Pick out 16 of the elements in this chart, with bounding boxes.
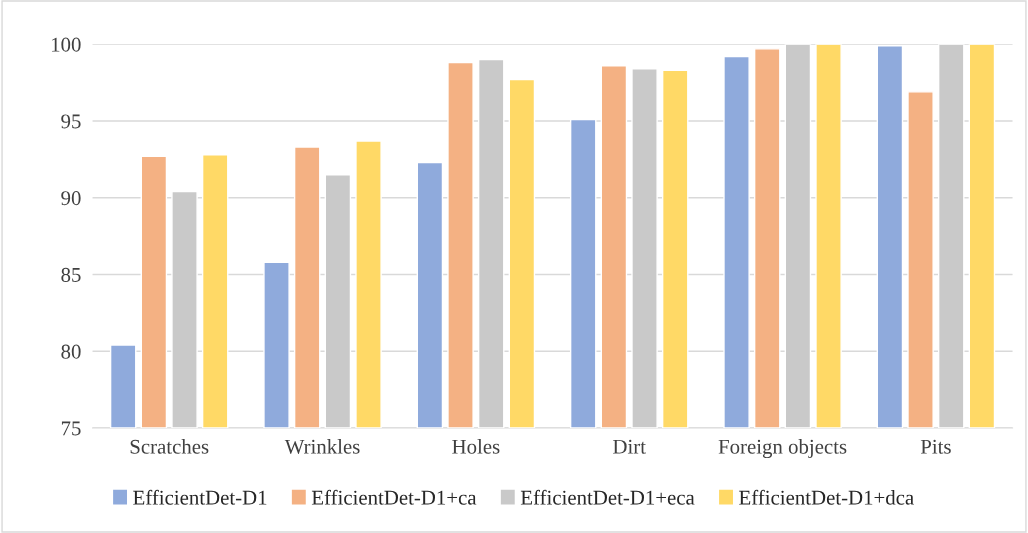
legend-label: EfficientDet-D1 bbox=[133, 489, 267, 505]
x-tick-label: Dirt bbox=[613, 439, 646, 454]
y-tick-label: 85 bbox=[61, 267, 81, 282]
y-tick-label: 95 bbox=[61, 114, 81, 129]
y-tick-label: 75 bbox=[61, 421, 81, 436]
x-tick-label: Scratches bbox=[130, 439, 209, 454]
x-tick-label: Holes bbox=[452, 439, 500, 454]
legend-label: EfficientDet-D1+dca bbox=[739, 489, 914, 505]
x-tick-label: Pits bbox=[920, 439, 951, 454]
legend-label: EfficientDet-D1+eca bbox=[520, 489, 695, 505]
y-tick-label: 100 bbox=[51, 37, 81, 52]
x-tick-label: Wrinkles bbox=[284, 439, 360, 454]
legend-label: EfficientDet-D1+ca bbox=[311, 489, 477, 505]
x-tick-label: Foreign objects bbox=[718, 439, 847, 459]
y-tick-label: 90 bbox=[61, 191, 81, 206]
y-tick-label: 80 bbox=[61, 344, 81, 359]
